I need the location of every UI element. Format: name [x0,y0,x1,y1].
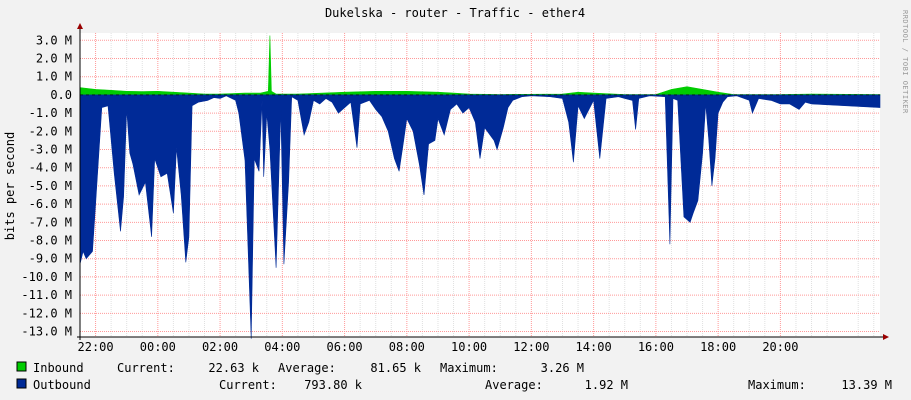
y-tick-label: -7.0 M [29,215,72,229]
rrdtool-watermark: RRDTOOL / TOBI OETIKER [901,10,909,114]
outbound-maximum-label: Maximum: [748,378,806,392]
plot-area: 3.0 M 2.0 M 1.0 M 0.0 -1.0 M -2.0 M -3.0 M -4.0… [21,23,889,354]
y-tick-label: -10.0 M [21,270,72,284]
outbound-average-value: 1.92 M [585,378,628,392]
legend-swatch-inbound [16,361,27,372]
outbound-current-value: 793.80 k [304,378,363,392]
inbound-current-label: Current: [117,361,175,375]
inbound-maximum-label: Maximum: [440,361,498,375]
plot-background [80,33,880,337]
chart-title: Dukelska - router - Traffic - ether4 [325,6,585,20]
inbound-average-label: Average: [278,361,336,375]
x-tick-label: 12:00 [513,340,549,354]
x-tick-label: 16:00 [638,340,674,354]
x-tick-label: 04:00 [264,340,300,354]
y-tick-label: 2.0 M [36,51,72,65]
x-tick-label: 10:00 [451,340,487,354]
legend: Inbound Current: 22.63 k Average: 81.65 … [16,361,892,392]
inbound-current-value: 22.63 k [208,361,259,375]
legend-swatch-outbound [16,378,27,389]
y-tick-label: 0.0 [50,88,72,102]
x-tick-label: 02:00 [202,340,238,354]
y-tick-label: -9.0 M [29,252,72,266]
x-tick-label: 00:00 [140,340,176,354]
legend-label-outbound: Outbound [33,378,91,392]
y-tick-label: -4.0 M [29,161,72,175]
y-tick-label: -6.0 M [29,197,72,211]
legend-label-inbound: Inbound [33,361,84,375]
y-tick-label: 1.0 M [36,70,72,84]
outbound-current-label: Current: [219,378,277,392]
outbound-average-label: Average: [485,378,543,392]
x-tick-label: 22:00 [78,340,114,354]
x-tick-label: 06:00 [327,340,363,354]
y-tick-label: -2.0 M [29,124,72,138]
y-tick-label: -11.0 M [21,288,72,302]
inbound-average-value: 81.65 k [370,361,421,375]
x-tick-label: 20:00 [762,340,798,354]
outbound-maximum-value: 13.39 M [841,378,892,392]
outbound-area [79,94,881,339]
y-tick-label: -3.0 M [29,143,72,157]
y-tick-label: -13.0 M [21,325,72,339]
x-axis-arrow [883,334,889,340]
y-tick-label: -8.0 M [29,234,72,248]
inbound-maximum-value: 3.26 M [541,361,584,375]
y-axis-arrow [77,23,83,29]
y-tick-label: -12.0 M [21,306,72,320]
inbound-area [79,35,881,96]
y-tick-label: -1.0 M [29,106,72,120]
y-axis-label: bits per second [3,132,17,240]
x-tick-label: 14:00 [576,340,612,354]
y-tick-label: -5.0 M [29,179,72,193]
y-tick-label: 3.0 M [36,33,72,47]
x-tick-label: 18:00 [700,340,736,354]
x-tick-label: 08:00 [389,340,425,354]
